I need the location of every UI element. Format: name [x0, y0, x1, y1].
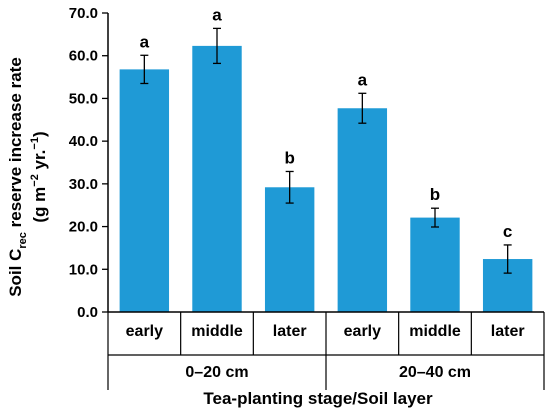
bar — [192, 45, 242, 312]
significance-letter: a — [140, 32, 150, 51]
y-tick-label: 30.0 — [69, 176, 98, 193]
x-category-label: early — [126, 323, 163, 340]
y-tick-label: 40.0 — [69, 133, 98, 150]
significance-letter: a — [358, 70, 368, 89]
x-group-label: 0–20 cm — [185, 364, 248, 381]
x-axis-label: Tea-planting stage/Soil layer — [203, 389, 433, 408]
bar — [337, 108, 388, 312]
y-tick-label: 20.0 — [69, 219, 98, 236]
significance-letter: c — [503, 222, 512, 241]
x-group-label: 20–40 cm — [399, 364, 471, 381]
x-category-label: middle — [191, 323, 243, 340]
significance-letter: b — [430, 185, 440, 204]
y-axis-label-line1: Soil Crec reserve increase rate — [6, 57, 29, 297]
bar — [264, 187, 315, 312]
y-tick-label: 50.0 — [69, 90, 98, 107]
x-category-label: later — [491, 323, 525, 340]
significance-letter: b — [284, 148, 294, 167]
y-axis-label-line2: (g m−2 yr.−1) — [29, 131, 49, 222]
y-tick-label: 10.0 — [69, 261, 98, 278]
y-axis-ticks: 0.0 10.0 20.0 30.0 40.0 50.0 60.0 70.0 — [69, 5, 108, 321]
y-tick-label: 0.0 — [77, 304, 98, 321]
y-tick-label: 70.0 — [69, 5, 98, 22]
x-category-label: middle — [409, 323, 461, 340]
bar — [119, 69, 170, 312]
y-axis-label: Soil Crec reserve increase rate (g m−2 y… — [6, 57, 49, 297]
bars: a a b a b c — [119, 5, 533, 312]
x-axis-categories: early middle later early middle later 0–20 cm 2… — [107, 312, 545, 390]
y-tick-label: 60.0 — [69, 48, 98, 65]
bar — [410, 217, 460, 312]
x-category-label: early — [344, 323, 381, 340]
significance-letter: a — [212, 5, 222, 24]
x-category-label: later — [273, 323, 307, 340]
axes — [107, 13, 544, 313]
